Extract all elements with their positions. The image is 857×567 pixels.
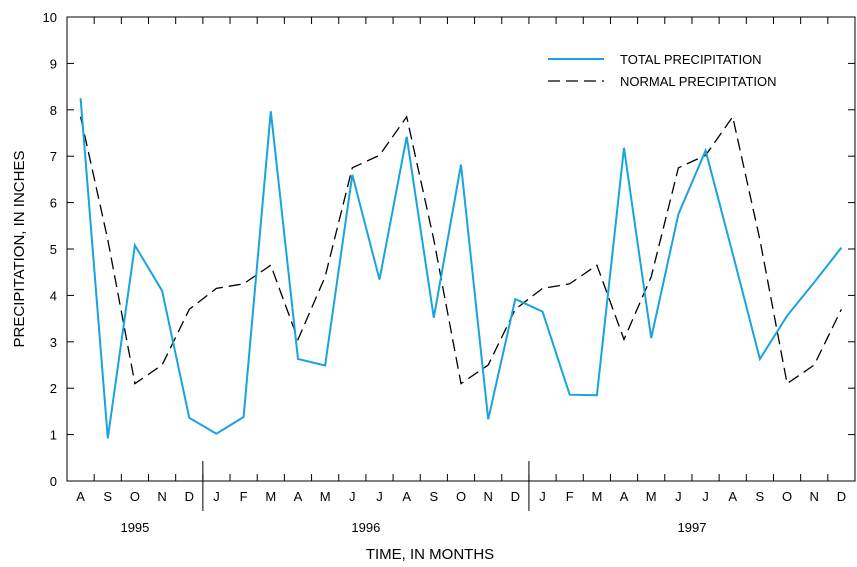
x-tick-label: J bbox=[675, 489, 682, 504]
tick-layer: 0 1 2 3 4 5 6 7 8 9 10 A S O N D J F M A M J J A S O N D J F M A M J J A S O N… bbox=[43, 10, 855, 535]
y-tick-label: 8 bbox=[50, 103, 57, 118]
normal-precipitation-line bbox=[79, 115, 842, 385]
x-tick-label: N bbox=[483, 489, 492, 504]
x-tick-label: D bbox=[511, 489, 520, 504]
x-tick-label: J bbox=[702, 489, 709, 504]
total-precipitation-line bbox=[79, 98, 843, 439]
legend-label: TOTAL PRECIPITATION bbox=[620, 52, 762, 67]
x-tick-label: A bbox=[76, 489, 85, 504]
x-tick-label: M bbox=[646, 489, 657, 504]
x-tick-label: J bbox=[376, 489, 383, 504]
x-axis-title: TIME, IN MONTHS bbox=[366, 546, 494, 563]
x-tick-label: O bbox=[782, 489, 792, 504]
x-tick-label: S bbox=[756, 489, 765, 504]
x-tick-label: M bbox=[320, 489, 331, 504]
x-tick-label: D bbox=[837, 489, 846, 504]
x-tick-label: J bbox=[539, 489, 546, 504]
y-tick-label: 1 bbox=[50, 428, 57, 443]
x-tick-label: O bbox=[456, 489, 466, 504]
x-tick-label: M bbox=[265, 489, 276, 504]
year-label: 1996 bbox=[351, 520, 380, 535]
x-tick-label: S bbox=[429, 489, 438, 504]
x-tick-label: J bbox=[213, 489, 220, 504]
x-tick-label: F bbox=[566, 489, 574, 504]
x-tick-label: J bbox=[349, 489, 356, 504]
year-label: 1995 bbox=[120, 520, 149, 535]
y-axis-title: PRECIPITATION, IN INCHES bbox=[11, 151, 28, 348]
y-tick-label: 2 bbox=[50, 381, 57, 396]
x-tick-label: M bbox=[591, 489, 602, 504]
x-tick-label: F bbox=[240, 489, 248, 504]
x-tick-label: A bbox=[294, 489, 303, 504]
x-tick-label: A bbox=[620, 489, 629, 504]
y-tick-label: 10 bbox=[43, 10, 57, 25]
x-tick-label: S bbox=[103, 489, 112, 504]
x-tick-label: A bbox=[402, 489, 411, 504]
x-tick-label: A bbox=[728, 489, 737, 504]
legend-label: NORMAL PRECIPITATION bbox=[620, 74, 777, 89]
x-tick-label: N bbox=[810, 489, 819, 504]
y-tick-label: 5 bbox=[50, 242, 57, 257]
legend: TOTAL PRECIPITATION NORMAL PRECIPITATION bbox=[548, 52, 777, 89]
y-tick-label: 7 bbox=[50, 149, 57, 164]
y-tick-label: 4 bbox=[50, 288, 57, 303]
year-label: 1997 bbox=[678, 520, 707, 535]
y-tick-label: 3 bbox=[50, 335, 57, 350]
x-tick-label: N bbox=[157, 489, 166, 504]
series-layer bbox=[79, 98, 843, 439]
y-tick-label: 0 bbox=[50, 474, 57, 489]
y-tick-label: 6 bbox=[50, 196, 57, 211]
x-tick-label: D bbox=[185, 489, 194, 504]
x-tick-label: O bbox=[130, 489, 140, 504]
y-tick-label: 9 bbox=[50, 56, 57, 71]
